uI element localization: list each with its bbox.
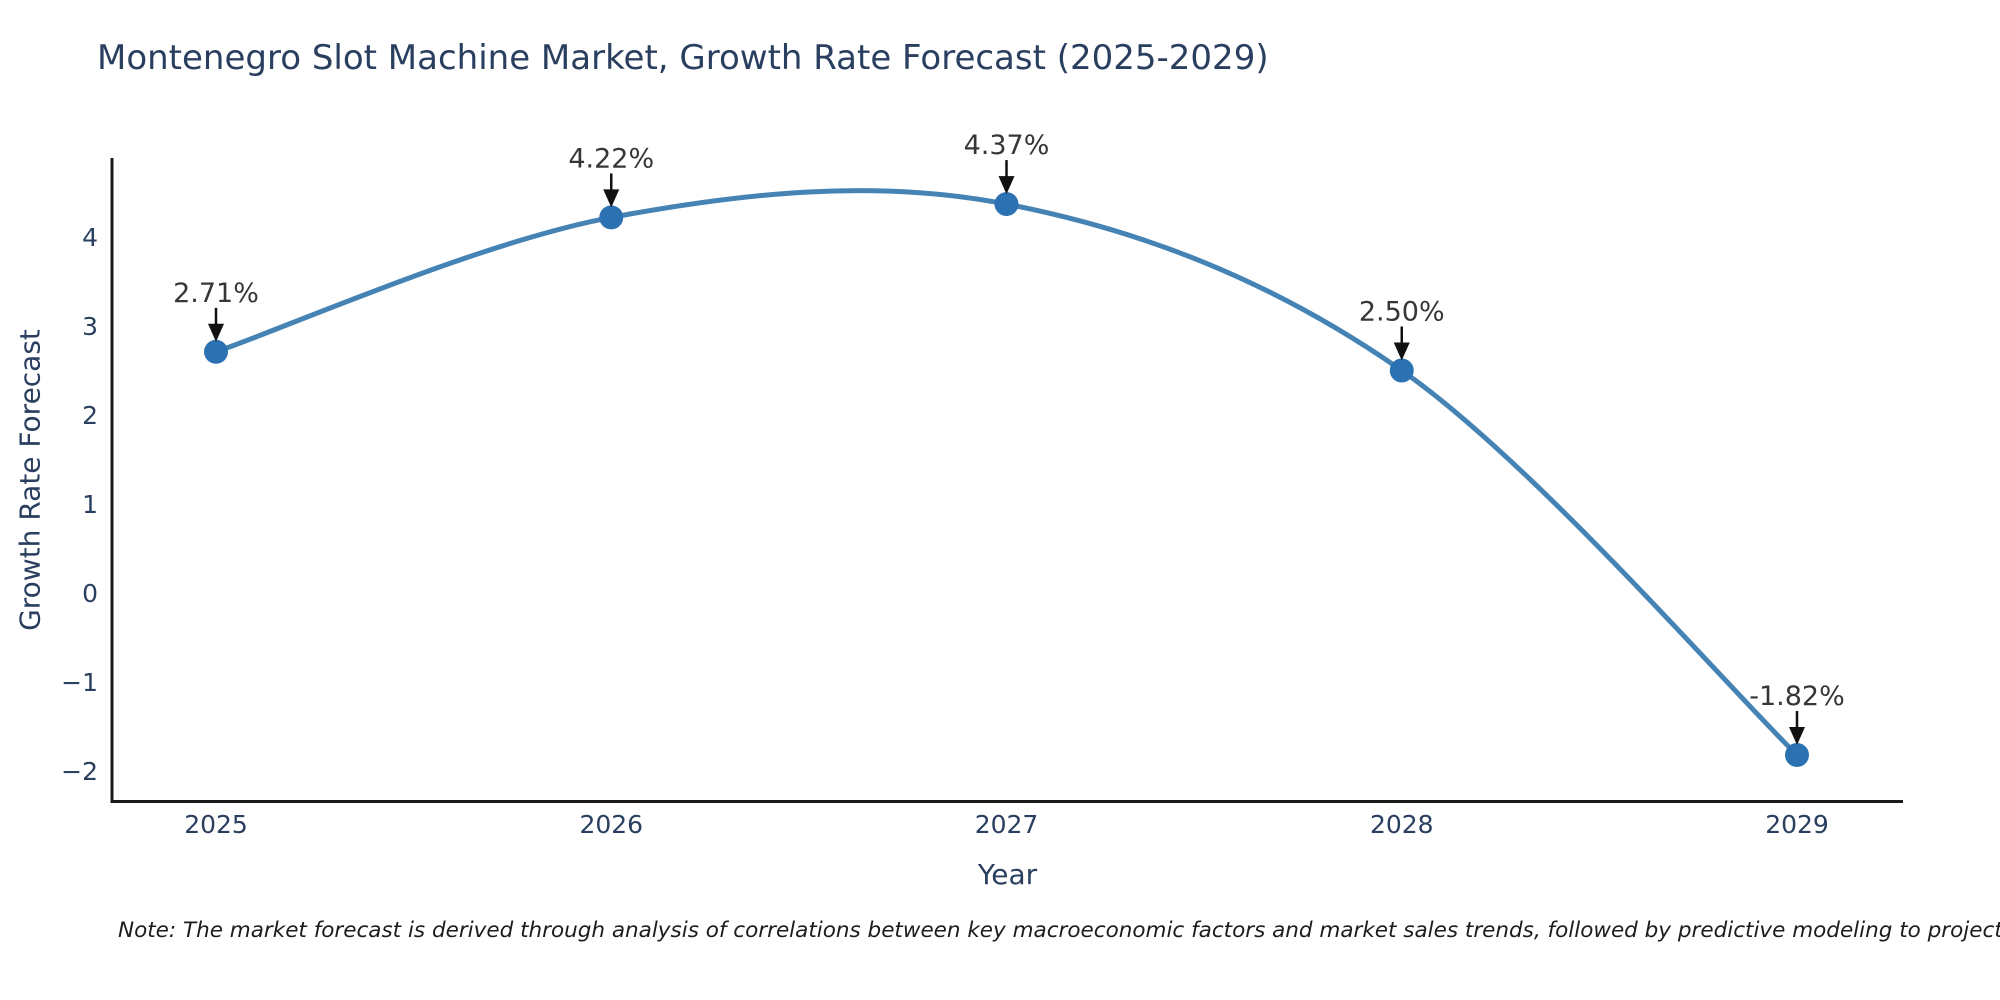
annotation-label: 2.71% — [173, 278, 259, 309]
point-annotation: 4.22% — [568, 143, 654, 208]
arrow-head-icon — [1789, 726, 1805, 745]
x-axis-title: Year — [977, 858, 1038, 891]
point-annotation: -1.82% — [1749, 681, 1845, 745]
data-point-marker[interactable] — [994, 192, 1019, 217]
data-point-marker[interactable] — [204, 339, 228, 364]
x-tick-label: 2027 — [975, 810, 1039, 839]
trend-line — [213, 188, 1800, 758]
point-annotation: 2.71% — [173, 278, 259, 342]
arrow-head-icon — [998, 176, 1015, 195]
annotation-label: -1.82% — [1749, 681, 1845, 712]
point-annotation: 4.37% — [964, 130, 1050, 195]
y-tick-label: 0 — [82, 579, 98, 608]
x-tick-label: 2025 — [184, 810, 248, 839]
x-tick-label: 2029 — [1765, 810, 1829, 839]
x-tick-label: 2026 — [579, 810, 643, 839]
arrow-head-icon — [1393, 342, 1410, 361]
arrow-head-icon — [208, 323, 224, 342]
chart-title: Montenegro Slot Machine Market, Growth R… — [97, 38, 1269, 78]
y-axis-title-text: Growth Rate Forecast — [13, 329, 47, 631]
y-tick-label: 4 — [82, 223, 98, 252]
data-point-marker[interactable] — [1785, 742, 1809, 767]
y-tick-label: 2 — [82, 401, 98, 430]
y-tick-label: −1 — [61, 668, 98, 697]
data-point-marker[interactable] — [599, 205, 624, 230]
y-tick-label: 3 — [82, 312, 98, 341]
data-point-marker[interactable] — [1389, 358, 1414, 383]
arrow-head-icon — [603, 189, 620, 208]
annotation-label: 2.50% — [1359, 297, 1445, 328]
x-tick-label: 2028 — [1370, 810, 1434, 839]
point-annotation: 2.50% — [1359, 297, 1445, 361]
annotation-label: 4.22% — [568, 143, 654, 174]
y-tick-label: −2 — [61, 757, 98, 786]
y-tick-label: 1 — [82, 490, 98, 519]
footnote: Note: The market forecast is derived thr… — [118, 918, 2000, 943]
annotation-label: 4.37% — [964, 130, 1050, 161]
